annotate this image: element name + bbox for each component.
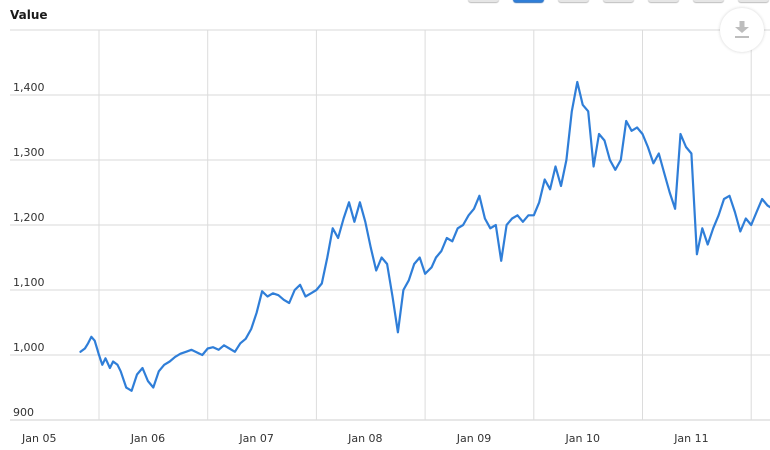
y-tick-label: 1,000 (13, 341, 45, 354)
range-button[interactable] (693, 0, 724, 2)
y-tick-label: 1,200 (13, 211, 45, 224)
x-tick-label: Jan 06 (130, 432, 165, 445)
series-line (79, 80, 770, 392)
y-axis-ticks: 900 1,000 1,100 1,200 1,300 1,400 (13, 81, 45, 419)
range-selector (468, 0, 769, 2)
range-button[interactable] (468, 0, 499, 2)
download-button[interactable] (720, 8, 764, 52)
range-button[interactable] (738, 0, 769, 2)
range-button[interactable] (648, 0, 679, 2)
range-button[interactable] (558, 0, 589, 2)
download-icon (735, 21, 749, 38)
range-button[interactable] (603, 0, 634, 2)
y-axis-title: Value (10, 8, 48, 22)
x-tick-label: Jan 11 (673, 432, 708, 445)
y-tick-label: 1,400 (13, 81, 45, 94)
x-tick-label: Jan 08 (347, 432, 382, 445)
y-tick-label: 1,300 (13, 146, 45, 159)
x-tick-label: Jan 10 (565, 432, 600, 445)
x-tick-label: Jan 05 (21, 432, 56, 445)
x-tick-label: Jan 09 (456, 432, 491, 445)
gridlines (10, 29, 770, 421)
x-tick-label: Jan 07 (238, 432, 273, 445)
y-tick-label: 900 (13, 406, 34, 419)
y-tick-label: 1,100 (13, 276, 45, 289)
range-button-active[interactable] (513, 0, 544, 2)
x-axis-ticks: Jan 05 Jan 06 Jan 07 Jan 08 Jan 09 Jan 10 Jan … (21, 432, 709, 445)
